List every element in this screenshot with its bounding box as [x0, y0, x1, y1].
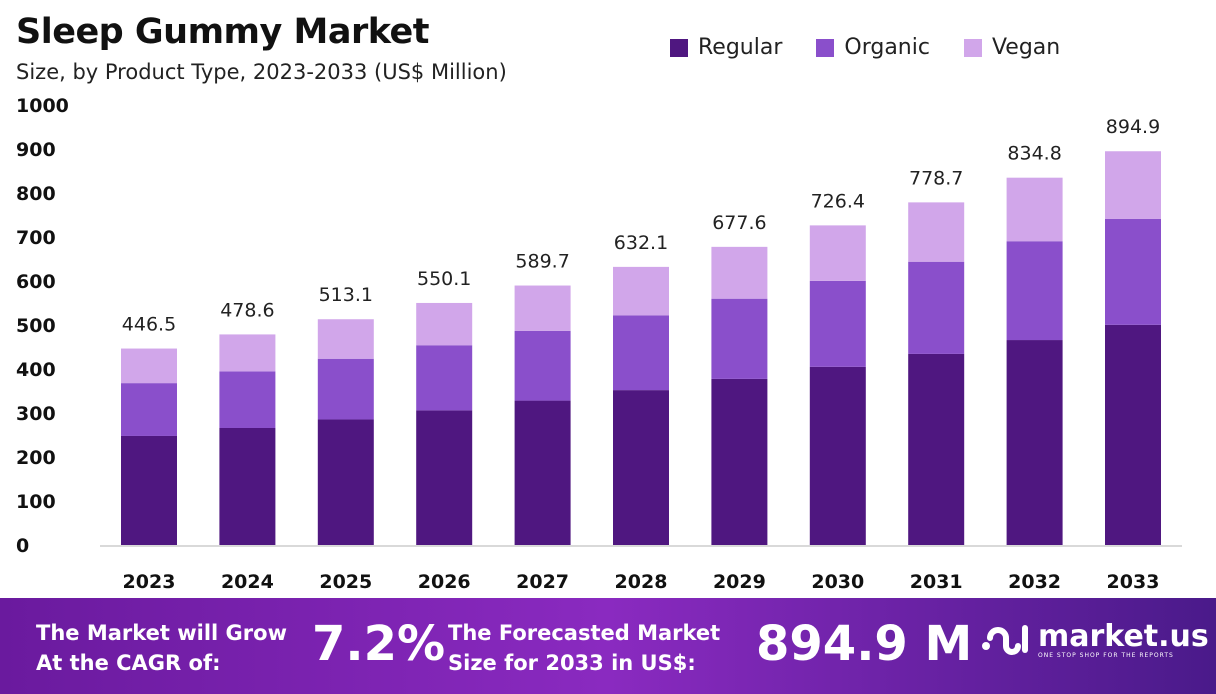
bar-segment-regular-2023 — [121, 435, 177, 545]
legend-item-vegan: Vegan — [963, 35, 1060, 60]
bar-segment-regular-2028 — [613, 390, 669, 545]
bar-segment-regular-2024 — [219, 428, 276, 545]
bar-segment-organic-2026 — [416, 345, 473, 411]
bar-segment-vegan-2025 — [317, 319, 374, 359]
x-tick-label: 2026 — [418, 571, 471, 593]
total-label: 677.6 — [712, 212, 766, 234]
total-label: 632.1 — [614, 232, 668, 254]
bar-segment-regular-2032 — [1006, 340, 1063, 545]
total-label: 778.7 — [909, 167, 963, 189]
y-tick-label: 400 — [16, 359, 56, 381]
total-label: 513.1 — [319, 284, 373, 306]
bar-segment-organic-2028 — [613, 315, 669, 391]
cagr-label: The Market will Grow At the CAGR of: — [36, 621, 287, 675]
total-label: 726.4 — [811, 190, 865, 212]
x-tick-label: 2023 — [123, 571, 176, 593]
y-tick-label: 900 — [16, 139, 56, 161]
y-tick-label: 500 — [16, 315, 56, 337]
legend: Regular Organic Vegan — [670, 35, 1060, 60]
cagr-value: 7.2% — [312, 616, 446, 672]
legend-item-organic: Organic — [816, 35, 930, 60]
bar-segment-organic-2030 — [809, 280, 866, 367]
total-label: 589.7 — [515, 251, 569, 273]
x-tick-label: 2030 — [811, 571, 864, 593]
bar-segment-vegan-2033 — [1105, 151, 1161, 219]
bar-segment-organic-2032 — [1006, 241, 1063, 341]
chart-subtitle: Size, by Product Type, 2023-2033 (US$ Mi… — [16, 60, 507, 84]
y-tick-label: 200 — [16, 447, 56, 469]
bar-segment-vegan-2030 — [809, 225, 866, 281]
bar-segment-regular-2030 — [809, 366, 866, 545]
bar-segment-vegan-2032 — [1006, 177, 1063, 242]
bar-segment-vegan-2023 — [121, 348, 177, 384]
y-tick-label: 300 — [16, 403, 56, 425]
bar-segment-vegan-2024 — [219, 334, 276, 372]
y-tick-label: 700 — [16, 227, 56, 249]
footer-banner: The Market will Grow At the CAGR of: 7.2%… — [0, 598, 1216, 694]
bar-segment-organic-2024 — [219, 371, 276, 429]
bar-segment-vegan-2029 — [711, 246, 768, 299]
x-tick-label: 2024 — [221, 571, 274, 593]
total-label: 894.9 — [1106, 116, 1160, 138]
total-label: 446.5 — [122, 314, 176, 336]
bar-segment-organic-2023 — [121, 383, 177, 436]
stacked-bar-chart: 0 100 200 300 400 500 600 700 800 900 1000 446.5 202… — [16, 95, 1182, 593]
total-label: 550.1 — [417, 268, 471, 290]
bar-segment-organic-2025 — [317, 358, 374, 420]
bar-segment-vegan-2026 — [416, 302, 473, 346]
x-tick-label: 2025 — [319, 571, 372, 593]
x-tick-label: 2033 — [1107, 571, 1160, 593]
bar-segment-regular-2026 — [416, 410, 473, 545]
bar-segment-regular-2025 — [317, 419, 374, 545]
y-tick-label: 100 — [16, 491, 56, 513]
bar-segment-organic-2029 — [711, 298, 768, 379]
x-tick-label: 2029 — [713, 571, 766, 593]
bar-segment-organic-2031 — [908, 261, 965, 354]
y-tick-label: 0 — [16, 535, 29, 557]
x-tick-label: 2032 — [1008, 571, 1061, 593]
x-tick-label: 2031 — [910, 571, 963, 593]
logo-icon — [982, 625, 1028, 655]
x-tick-label: 2028 — [615, 571, 668, 593]
bar-segment-organic-2033 — [1105, 218, 1161, 325]
total-label: 478.6 — [220, 299, 274, 321]
y-tick-label: 1000 — [16, 95, 69, 117]
bar-segment-regular-2027 — [514, 400, 571, 545]
bar-segment-vegan-2031 — [908, 202, 965, 262]
market-us-logo: market.us ONE STOP SHOP FOR THE REPORTS — [980, 620, 1209, 660]
chart-title: Sleep Gummy Market — [16, 12, 430, 52]
forecast-value: 894.9 M — [756, 616, 973, 672]
y-tick-label: 600 — [16, 271, 56, 293]
total-label: 834.8 — [1007, 143, 1061, 165]
bar-segment-vegan-2028 — [613, 266, 669, 316]
bar-segment-regular-2033 — [1105, 324, 1161, 545]
bar-segment-regular-2029 — [711, 378, 768, 545]
legend-item-regular: Regular — [670, 35, 782, 60]
x-tick-label: 2027 — [516, 571, 569, 593]
bar-segment-vegan-2027 — [514, 285, 571, 331]
forecast-label: The Forecasted Market Size for 2033 in US… — [448, 621, 721, 675]
bar-segment-organic-2027 — [514, 330, 571, 401]
y-tick-label: 800 — [16, 183, 56, 205]
bar-segment-regular-2031 — [908, 353, 965, 545]
